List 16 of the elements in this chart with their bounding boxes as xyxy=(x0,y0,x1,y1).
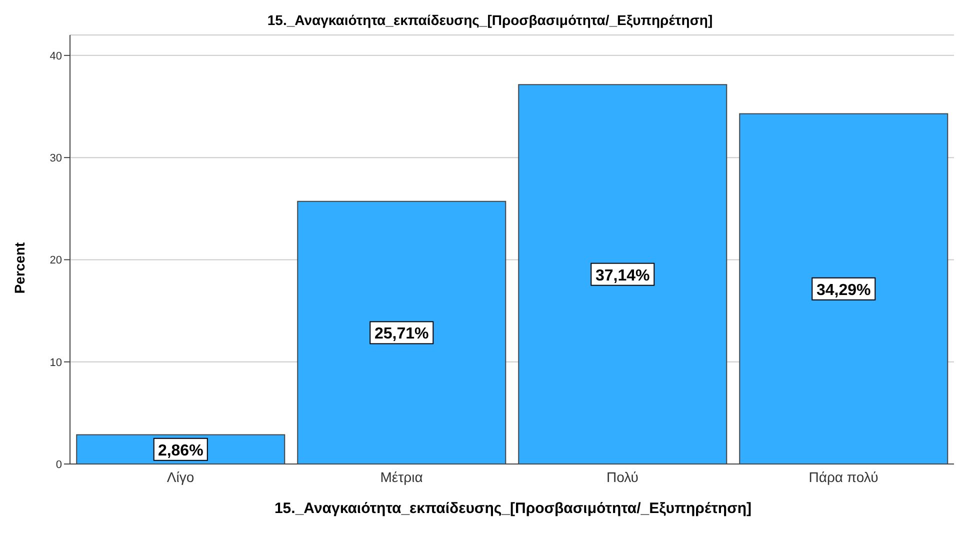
y-tick-label: 10 xyxy=(50,356,62,369)
y-tick-label: 40 xyxy=(50,50,62,62)
y-tick-label: 0 xyxy=(56,458,62,471)
x-axis-title: 15._Αναγκαιότητα_εκπαίδευσης_[Προσβασιμότητα/_Εξυπηρέτηση] xyxy=(273,500,753,517)
data-label: 2,86% xyxy=(158,442,204,460)
data-label: 34,29% xyxy=(816,282,871,299)
data-label: 37,14% xyxy=(595,267,650,284)
x-tick-label: Πάρα πολύ xyxy=(808,468,878,485)
y-tick-label: 20 xyxy=(50,254,62,267)
x-tick-label: Πολύ xyxy=(606,468,638,485)
y-axis-title: Percent xyxy=(12,242,28,294)
data-label: 25,71% xyxy=(374,326,429,343)
chart-title: 15._Αναγκαιότητα_εκπαίδευσης_[Προσβασιμότητα/_Εξυπηρέτηση] xyxy=(266,12,714,28)
x-tick-label: Μέτρια xyxy=(380,468,423,485)
y-tick-label: 30 xyxy=(50,152,62,164)
x-tick-label: Λίγο xyxy=(166,468,194,485)
